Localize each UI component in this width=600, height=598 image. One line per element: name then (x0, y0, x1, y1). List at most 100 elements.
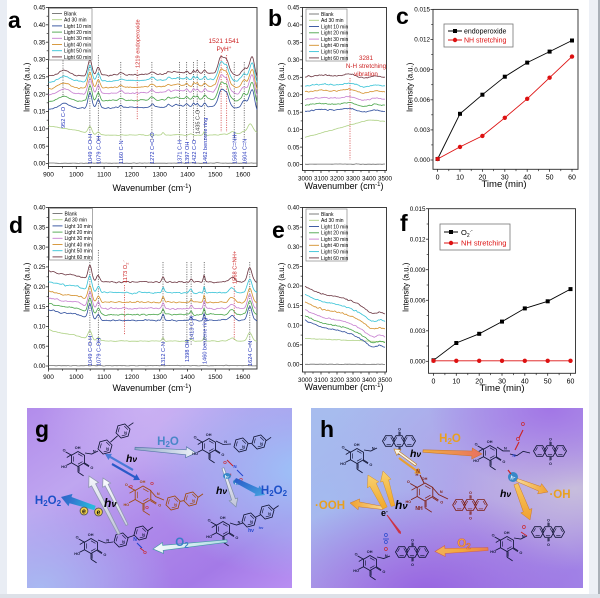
svg-text:0.10: 0.10 (287, 322, 300, 329)
svg-text:0.30: 0.30 (33, 57, 46, 64)
svg-text:1371 C-H: 1371 C-H (178, 140, 184, 164)
svg-text:O: O (440, 501, 443, 505)
svg-text:Ad 30 min: Ad 30 min (64, 18, 87, 24)
svg-text:O: O (382, 570, 385, 574)
svg-text:N: N (260, 442, 263, 446)
svg-text:0.15: 0.15 (287, 303, 300, 310)
svg-text:Light 10 min: Light 10 min (65, 224, 92, 230)
svg-text:1521 1541: 1521 1541 (209, 38, 240, 45)
svg-text:endoperoxide: endoperoxide (464, 29, 507, 36)
svg-text:1100: 1100 (97, 172, 111, 179)
svg-text:O: O (342, 446, 345, 450)
svg-text:50: 50 (544, 378, 552, 385)
svg-text:hν: hν (126, 453, 137, 465)
svg-text:OH: OH (487, 440, 493, 444)
svg-text:Light 50 min: Light 50 min (321, 250, 348, 256)
svg-text:d: d (9, 212, 23, 238)
svg-text:3400: 3400 (362, 377, 377, 384)
svg-text:HO: HO (405, 500, 411, 504)
svg-text:e: e (272, 217, 285, 243)
svg-text:Light 40 min: Light 40 min (65, 242, 92, 248)
svg-text:0.00: 0.00 (33, 363, 46, 370)
svg-text:0.45: 0.45 (33, 5, 46, 12)
svg-text:N: N (238, 521, 241, 525)
svg-text:hν: hν (500, 488, 511, 500)
svg-text:O2.-: O2.- (461, 228, 473, 239)
svg-text:0.00: 0.00 (287, 162, 300, 169)
svg-text:0.15: 0.15 (33, 109, 46, 116)
svg-text:30: 30 (501, 174, 509, 181)
svg-text:O: O (129, 484, 133, 489)
svg-text:1397 OH: 1397 OH (185, 142, 191, 164)
svg-text:1000: 1000 (69, 172, 84, 179)
svg-text:Light 60 min: Light 60 min (321, 56, 348, 62)
svg-text:0.35: 0.35 (33, 225, 46, 232)
svg-text:0.05: 0.05 (287, 342, 300, 349)
svg-text:0.009: 0.009 (410, 267, 426, 274)
svg-text:1604 C=N: 1604 C=N (242, 139, 248, 164)
svg-text:HO: HO (61, 465, 67, 469)
svg-text:N: N (250, 520, 253, 524)
svg-text:H2O2: H2O2 (261, 485, 288, 498)
svg-text:O: O (519, 551, 522, 555)
svg-text:Blank: Blank (321, 12, 334, 18)
svg-text:hν: hν (410, 448, 421, 460)
svg-text:1600: 1600 (236, 172, 251, 179)
svg-text:3100: 3100 (314, 176, 329, 183)
svg-text:Time (min): Time (min) (479, 383, 524, 394)
svg-text:1272 C=C-O: 1272 C=C-O (150, 132, 156, 164)
svg-text:0.40: 0.40 (33, 22, 46, 29)
svg-text:HO: HO (123, 503, 129, 507)
svg-text:O: O (63, 449, 66, 453)
svg-text:1568 C=NH+: 1568 C=NH+ (233, 250, 239, 284)
svg-text:0.003: 0.003 (410, 328, 426, 335)
svg-text:N: N (522, 535, 525, 539)
svg-text:b: b (268, 5, 282, 31)
svg-text:Light 60 min: Light 60 min (64, 55, 91, 61)
svg-text:O: O (235, 536, 238, 540)
svg-text:HO: HO (353, 569, 359, 573)
svg-text:0.000: 0.000 (414, 157, 430, 164)
svg-text:1500: 1500 (208, 172, 223, 179)
svg-text:Light 10 min: Light 10 min (321, 24, 348, 30)
svg-text:40: 40 (523, 174, 531, 181)
svg-text:O: O (239, 477, 243, 482)
svg-text:0.25: 0.25 (287, 264, 300, 271)
svg-text:H2O: H2O (157, 436, 179, 449)
svg-text:N: N (233, 464, 236, 469)
svg-text:0.25: 0.25 (287, 75, 300, 82)
svg-text:O: O (125, 483, 128, 487)
svg-text:N: N (268, 512, 271, 516)
svg-text:O: O (492, 534, 495, 538)
svg-text:Light 50 min: Light 50 min (321, 50, 348, 56)
svg-text:Intensity (a.u.): Intensity (a.u.) (277, 262, 286, 312)
svg-text:a: a (8, 7, 21, 33)
svg-text:O: O (208, 519, 211, 523)
svg-text:O: O (384, 547, 388, 553)
svg-text:1079 C-OH: 1079 C-OH (97, 136, 103, 164)
svg-text:OH: OH (206, 433, 212, 437)
svg-text:O: O (549, 438, 552, 442)
svg-text:0.15: 0.15 (287, 109, 300, 116)
svg-text:N: N (106, 447, 109, 451)
svg-text:3100: 3100 (314, 377, 329, 384)
svg-text:Light 30 min: Light 30 min (321, 37, 348, 43)
svg-text:O: O (384, 533, 388, 539)
svg-text:OH: OH (88, 533, 94, 537)
svg-text:60: 60 (568, 174, 576, 181)
svg-text:O: O (194, 436, 197, 440)
svg-text:N: N (124, 431, 127, 435)
svg-text:Light 20 min: Light 20 min (65, 230, 92, 236)
svg-text:0.05: 0.05 (33, 143, 46, 150)
svg-text:1173 O2.-: 1173 O2.- (120, 259, 129, 283)
svg-text:3400: 3400 (362, 176, 377, 183)
svg-text:N: N (512, 453, 515, 458)
svg-text:0.012: 0.012 (410, 236, 426, 243)
svg-text:30: 30 (498, 378, 506, 385)
svg-text:0: 0 (436, 174, 440, 181)
svg-text:Light 10 min: Light 10 min (64, 24, 91, 30)
svg-text:N: N (416, 469, 420, 475)
svg-text:N: N (122, 540, 125, 544)
svg-text:0.30: 0.30 (287, 57, 300, 64)
svg-text:0.20: 0.20 (33, 91, 46, 98)
